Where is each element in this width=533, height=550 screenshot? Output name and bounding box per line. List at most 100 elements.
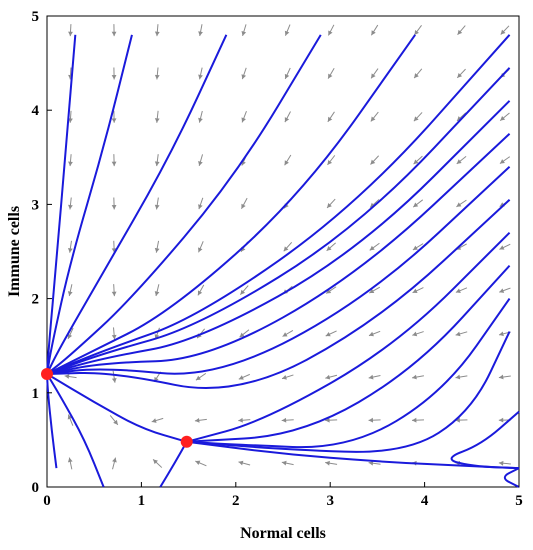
vector-arrow [284, 67, 291, 80]
vector-arrow [64, 374, 77, 379]
vector-arrow [241, 197, 248, 209]
vector-arrow [284, 154, 292, 166]
vector-arrow [456, 155, 467, 165]
trajectory-curve [159, 441, 188, 488]
vector-arrow [67, 414, 74, 426]
x-tick-label: 0 [43, 493, 51, 509]
vector-arrow [281, 417, 294, 423]
vector-arrow [111, 24, 117, 37]
vector-arrow [325, 286, 337, 294]
vector-arrow [325, 374, 338, 380]
vector-arrow [412, 243, 424, 251]
vector-arrow [68, 110, 73, 123]
x-tick-label: 3 [326, 493, 334, 509]
y-tick-label: 2 [32, 292, 40, 308]
vector-arrow [370, 24, 379, 36]
vector-arrow [455, 287, 468, 293]
vector-arrow [369, 286, 381, 294]
equilibrium-point [41, 367, 53, 380]
vector-arrow [281, 460, 294, 466]
trajectory-curve [186, 231, 511, 443]
vector-arrow [154, 154, 160, 167]
vector-arrow [68, 24, 73, 37]
vector-arrow [198, 110, 203, 123]
trajectory-curve [46, 34, 416, 375]
vector-arrow [111, 284, 117, 297]
vector-arrow [457, 25, 466, 36]
vector-arrow [111, 327, 117, 340]
vector-arrow [111, 370, 117, 383]
vector-arrow [198, 24, 203, 37]
vector-arrow [413, 112, 423, 122]
vector-arrow [412, 287, 424, 294]
vector-arrow [455, 331, 468, 337]
vector-arrow [327, 155, 336, 166]
vector-arrow [152, 458, 163, 468]
vector-arrow [198, 241, 204, 253]
trajectory-curve [186, 264, 511, 443]
y-tick-label: 5 [32, 9, 40, 25]
vector-arrow [197, 284, 205, 296]
y-tick-label: 1 [32, 386, 40, 402]
vector-arrow [370, 155, 380, 165]
vector-arrow [327, 111, 335, 123]
x-tick-label: 2 [232, 493, 240, 509]
vector-arrow [68, 197, 73, 210]
vector-arrow [500, 25, 510, 35]
vector-arrow [111, 197, 117, 210]
vector-arrow [194, 417, 207, 423]
vector-arrow [111, 154, 117, 167]
vector-arrow [499, 112, 510, 121]
trajectories-layer [46, 34, 520, 488]
trajectory-curve [46, 373, 187, 443]
vector-arrow [154, 24, 160, 37]
vector-arrow [327, 24, 335, 36]
vector-arrow [241, 24, 247, 37]
vector-arrow [111, 110, 117, 123]
vector-arrow [112, 457, 117, 470]
vector-arrow [499, 156, 511, 165]
vector-arrow [154, 197, 160, 210]
vector-arrow [326, 198, 336, 209]
vector-arrow [456, 68, 466, 79]
vector-arrow [414, 25, 422, 36]
vector-arrow [325, 330, 337, 337]
vector-arrow [411, 374, 424, 380]
vector-arrow [151, 417, 164, 423]
vector-arrow [241, 67, 247, 80]
vector-arrow [370, 68, 379, 79]
vector-arrow [411, 417, 425, 423]
trajectory-curve [46, 133, 511, 375]
trajectory-curve [186, 331, 511, 453]
trajectory-curve [46, 67, 511, 375]
axis-ticks: 0 1 2 3 4 5 0 1 2 3 4 5 [32, 9, 523, 509]
vector-arrow [368, 330, 381, 337]
y-tick-label: 4 [32, 103, 40, 119]
x-tick-label: 4 [421, 493, 429, 509]
vector-arrow [412, 199, 424, 208]
vector-arrow [67, 457, 73, 470]
plot-area-frame [46, 15, 520, 488]
vector-arrow [325, 460, 338, 466]
vector-arrow [198, 67, 203, 80]
vector-arrow [283, 241, 293, 252]
trajectory-curve [46, 34, 322, 375]
trajectory-curve [46, 34, 77, 375]
vector-arrow [111, 240, 117, 253]
x-axis-title: Normal cells [240, 525, 326, 542]
vector-arrow [109, 415, 119, 426]
vector-arrow [68, 154, 73, 167]
y-tick-label: 0 [32, 480, 40, 496]
vector-arrow [238, 417, 251, 423]
trajectory-curve [46, 373, 105, 488]
vector-arrow [456, 199, 467, 208]
vector-arrow [67, 284, 73, 297]
vector-arrow [284, 111, 291, 123]
vector-arrow [281, 374, 294, 380]
vector-arrow [284, 24, 291, 36]
vector-arrow [195, 460, 207, 467]
trajectory-curve [450, 410, 520, 470]
trajectory-curve [46, 34, 228, 375]
x-tick-label: 5 [515, 493, 523, 509]
vector-arrow [368, 417, 381, 423]
